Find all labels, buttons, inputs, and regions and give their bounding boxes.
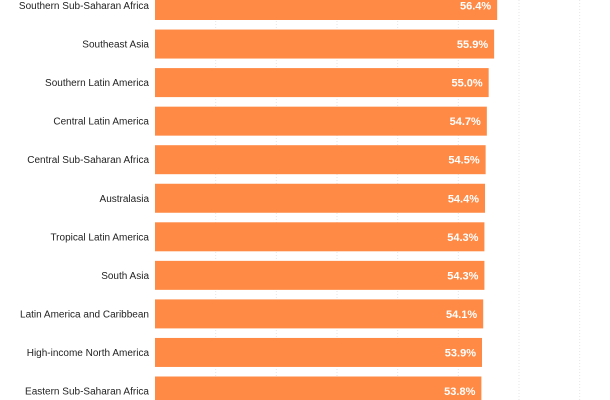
category-label: Southeast Asia xyxy=(82,40,149,51)
bar xyxy=(155,68,489,98)
value-label: 54.3% xyxy=(447,270,478,282)
value-label: 55.0% xyxy=(451,78,482,90)
bar xyxy=(155,145,486,175)
bar xyxy=(155,299,484,329)
value-label: 54.5% xyxy=(448,155,479,167)
bar xyxy=(155,0,498,20)
value-label: 53.8% xyxy=(444,386,475,398)
value-label: 54.1% xyxy=(446,309,477,321)
bar xyxy=(155,106,487,136)
value-label: 54.4% xyxy=(448,193,479,205)
category-label: South Asia xyxy=(101,271,149,282)
value-label: 54.3% xyxy=(447,232,478,244)
category-label: Central Sub-Saharan Africa xyxy=(27,155,149,166)
category-label: Latin America and Caribbean xyxy=(20,309,149,320)
category-label: Southern Latin America xyxy=(45,78,149,89)
bar xyxy=(155,222,485,252)
category-label: Central Latin America xyxy=(53,117,149,128)
bar xyxy=(155,260,485,290)
category-label: Australasia xyxy=(100,194,150,205)
value-label: 53.9% xyxy=(445,347,476,359)
bar xyxy=(155,29,495,59)
bar xyxy=(155,337,482,367)
category-label: Eastern Sub-Saharan Africa xyxy=(25,387,149,398)
category-label: High-income North America xyxy=(27,348,150,359)
category-label: Southern Sub-Saharan Africa xyxy=(19,1,150,12)
bar xyxy=(155,183,486,213)
value-label: 55.9% xyxy=(457,39,488,51)
category-label: Tropical Latin America xyxy=(50,232,149,243)
value-label: 56.4% xyxy=(460,1,491,13)
value-label: 54.7% xyxy=(450,116,481,128)
bar xyxy=(155,376,482,400)
